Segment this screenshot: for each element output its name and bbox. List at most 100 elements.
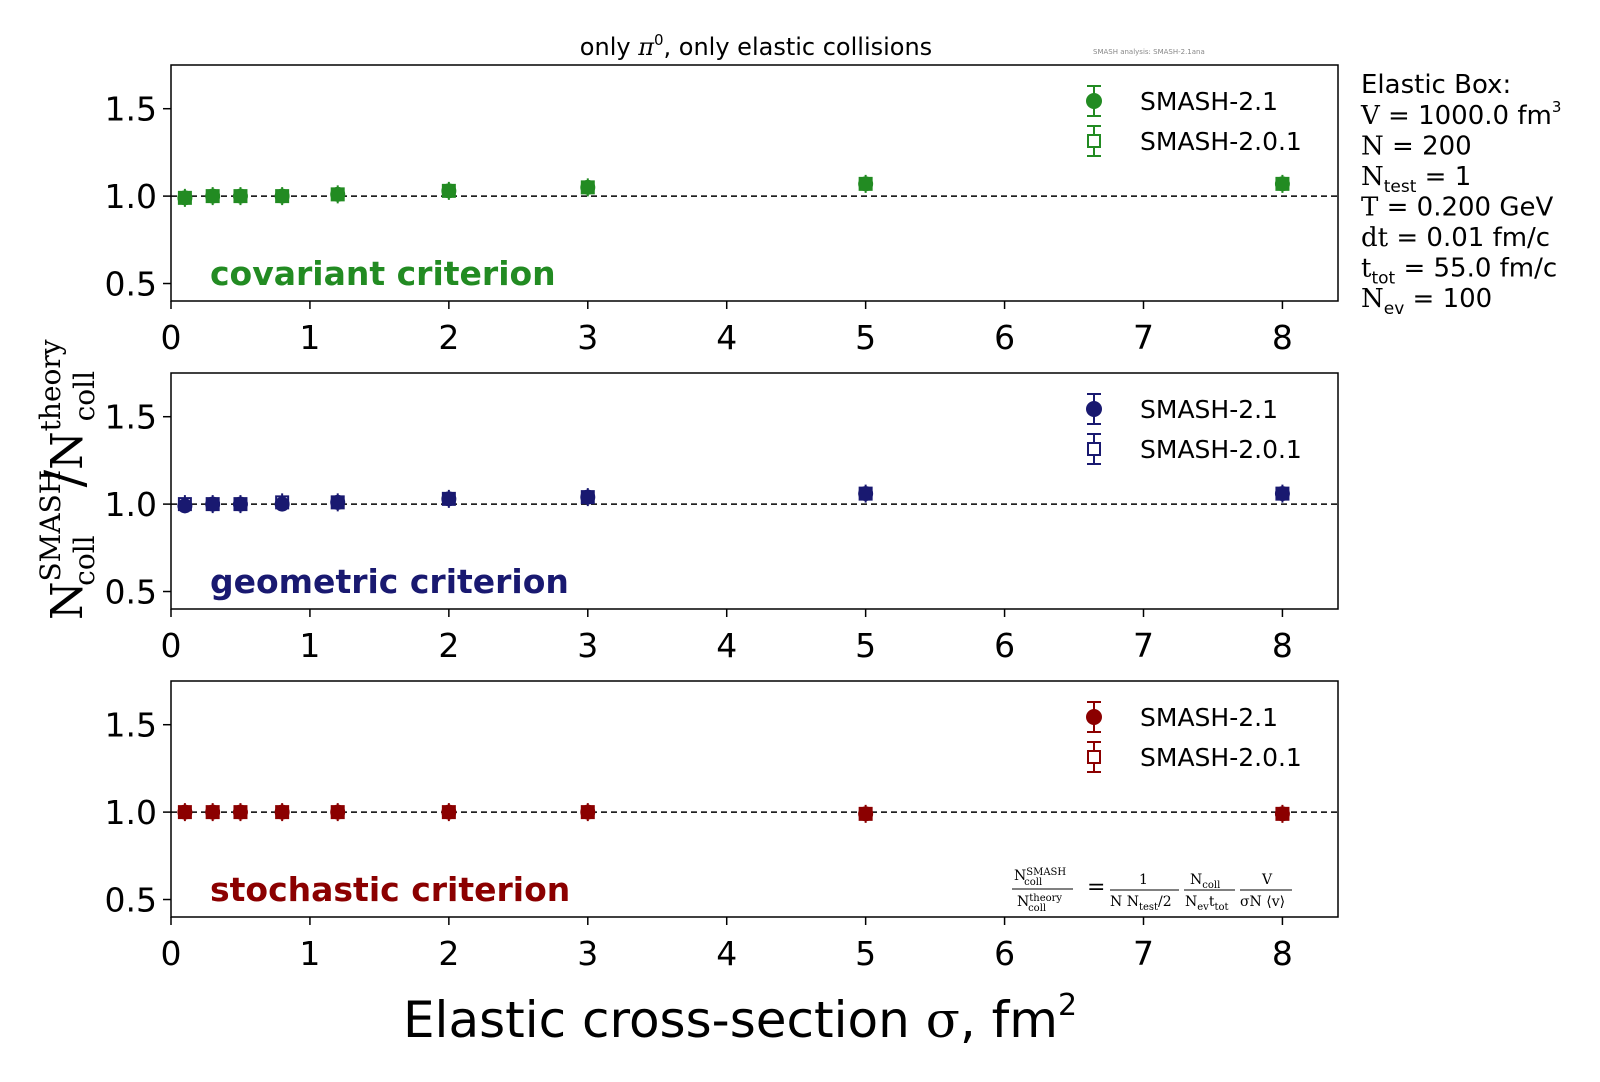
- point-smash-2-1: [232, 188, 248, 204]
- legend-entry: SMASH-2.1: [1140, 87, 1278, 116]
- x-tick-label: 5: [855, 318, 876, 357]
- svg-text:Ncoll: Ncoll: [1190, 872, 1220, 891]
- x-axis-label: Elastic cross-section σ, fm2: [403, 988, 1077, 1049]
- point-smash-2-1: [441, 804, 457, 820]
- criterion-label: stochastic criterion: [210, 870, 570, 909]
- plot-frame: [170, 680, 1339, 918]
- point-smash-2-1: [1274, 486, 1290, 502]
- criterion-label: covariant criterion: [210, 254, 556, 293]
- x-tick-label: 6: [994, 318, 1015, 357]
- x-tick-label: 4: [716, 934, 737, 973]
- x-tick-label: 1: [299, 934, 320, 973]
- point-smash-2-1: [205, 188, 221, 204]
- x-tick-label: 7: [1133, 934, 1154, 973]
- watermark: SMASH analysis: SMASH-2.1ana: [1093, 48, 1205, 56]
- point-smash-2-1: [330, 804, 346, 820]
- point-smash-2-1: [177, 804, 193, 820]
- x-tick-label: 7: [1133, 626, 1154, 665]
- svg-text:N Ntest/2: N Ntest/2: [1110, 894, 1172, 913]
- x-tick-label: 0: [161, 626, 182, 665]
- y-tick-label: 1.5: [105, 90, 157, 129]
- point-smash-2-1: [232, 804, 248, 820]
- legend-marker-square: [1087, 750, 1101, 764]
- y-tick-label: 1.0: [105, 177, 157, 216]
- point-smash-2-1: [858, 486, 874, 502]
- point-smash-2-1: [232, 496, 248, 512]
- y-tick-label: 1.5: [105, 706, 157, 745]
- info-line: Nev = 100: [1361, 284, 1492, 319]
- x-tick-label: 3: [577, 934, 598, 973]
- legend-entry: SMASH-2.0.1: [1140, 743, 1302, 772]
- svg-text:NSMASHcoll: NSMASH coll: [1014, 867, 1066, 888]
- y-tick-label: 0.5: [105, 573, 157, 612]
- y-tick-label: 1.0: [105, 793, 157, 832]
- point-smash-2-1: [274, 188, 290, 204]
- y-tick-label: 1.5: [105, 398, 157, 437]
- y-axis-label: NSMASHcoll/Ntheorycoll: [34, 339, 101, 620]
- plot-frame: [170, 64, 1339, 302]
- point-smash-2-1: [205, 804, 221, 820]
- info-line: ttot = 55.0 fm/c: [1361, 254, 1557, 289]
- svg-text:1: 1: [1139, 872, 1148, 888]
- x-tick-label: 6: [994, 934, 1015, 973]
- x-tick-label: 0: [161, 318, 182, 357]
- svg-text:=: =: [1087, 875, 1105, 900]
- x-tick-label: 8: [1272, 626, 1293, 665]
- point-smash-2-1: [580, 804, 596, 820]
- formula: NSMASH coll Ntheory coll = 1 N Ntest/2 Nco…: [1012, 867, 1292, 914]
- info-line: V = 1000.0 fm3: [1360, 98, 1561, 131]
- point-smash-2-1: [274, 804, 290, 820]
- legend-marker-circle: [1086, 401, 1102, 417]
- plot-frame: [170, 372, 1339, 610]
- svg-text:σN ⟨v⟩: σN ⟨v⟩: [1240, 894, 1285, 910]
- legend-marker-circle: [1086, 93, 1102, 109]
- legend-entry: SMASH-2.0.1: [1140, 127, 1302, 156]
- x-tick-label: 1: [299, 318, 320, 357]
- point-smash-2-1: [205, 496, 221, 512]
- panel-stochastic: 0.5 1.0 1.5 0 1 2 3 4 5 6 7 8 stochastic criterion SM…: [105, 680, 1339, 973]
- x-tick-label: 5: [855, 626, 876, 665]
- legend-marker-square: [1087, 442, 1101, 456]
- x-tick-label: 1: [299, 626, 320, 665]
- legend-entry: SMASH-2.1: [1140, 703, 1278, 732]
- point-smash-2-1: [858, 806, 874, 822]
- point-smash-2-1: [330, 186, 346, 202]
- svg-text:V: V: [1261, 872, 1273, 888]
- x-tick-label: 2: [438, 934, 459, 973]
- figure-title: only π0, only elastic collisions: [580, 31, 932, 61]
- legend-marker-square: [1087, 134, 1101, 148]
- x-tick-label: 8: [1272, 934, 1293, 973]
- svg-text:Ntheorycoll: Ntheory coll: [1017, 893, 1062, 914]
- point-smash-2-1: [1274, 176, 1290, 192]
- legend-entry: SMASH-2.1: [1140, 395, 1278, 424]
- x-tick-label: 2: [438, 626, 459, 665]
- x-tick-label: 0: [161, 934, 182, 973]
- criterion-label: geometric criterion: [210, 562, 569, 601]
- svg-text:NSMASHcoll/Ntheorycoll: NSMASHcoll/Ntheorycoll: [34, 339, 101, 620]
- y-tick-label: 0.5: [105, 881, 157, 920]
- point-smash-2-1: [1274, 806, 1290, 822]
- legend-marker-circle: [1086, 709, 1102, 725]
- legend-entry: SMASH-2.0.1: [1140, 435, 1302, 464]
- x-tick-label: 3: [577, 626, 598, 665]
- x-tick-label: 2: [438, 318, 459, 357]
- x-tick-label: 6: [994, 626, 1015, 665]
- point-smash-2-1: [177, 190, 193, 206]
- y-tick-label: 1.0: [105, 485, 157, 524]
- x-tick-label: 7: [1133, 318, 1154, 357]
- panel-geometric: 0.5 1.0 1.5 0 1 2 3 4 5 6 7 8 geometric criterion SMA…: [105, 372, 1339, 665]
- info-line: T = 0.200 GeV: [1361, 193, 1553, 223]
- x-tick-label: 3: [577, 318, 598, 357]
- info-line: dt = 0.01 fm/c: [1361, 223, 1550, 253]
- panels: 0.5 1.0 1.5 0 1 2 3 4 5 6 7 8 covariant criterion SMA…: [105, 64, 1339, 973]
- panel-covariant: 0.5 1.0 1.5 0 1 2 3 4 5 6 7 8 covariant criterion SMA…: [105, 64, 1339, 357]
- point-smash-2-1: [274, 496, 290, 512]
- point-smash-2-1: [580, 179, 596, 195]
- x-tick-label: 4: [716, 626, 737, 665]
- x-tick-label: 4: [716, 318, 737, 357]
- point-smash-2-1: [441, 183, 457, 199]
- point-smash-2-1: [330, 494, 346, 510]
